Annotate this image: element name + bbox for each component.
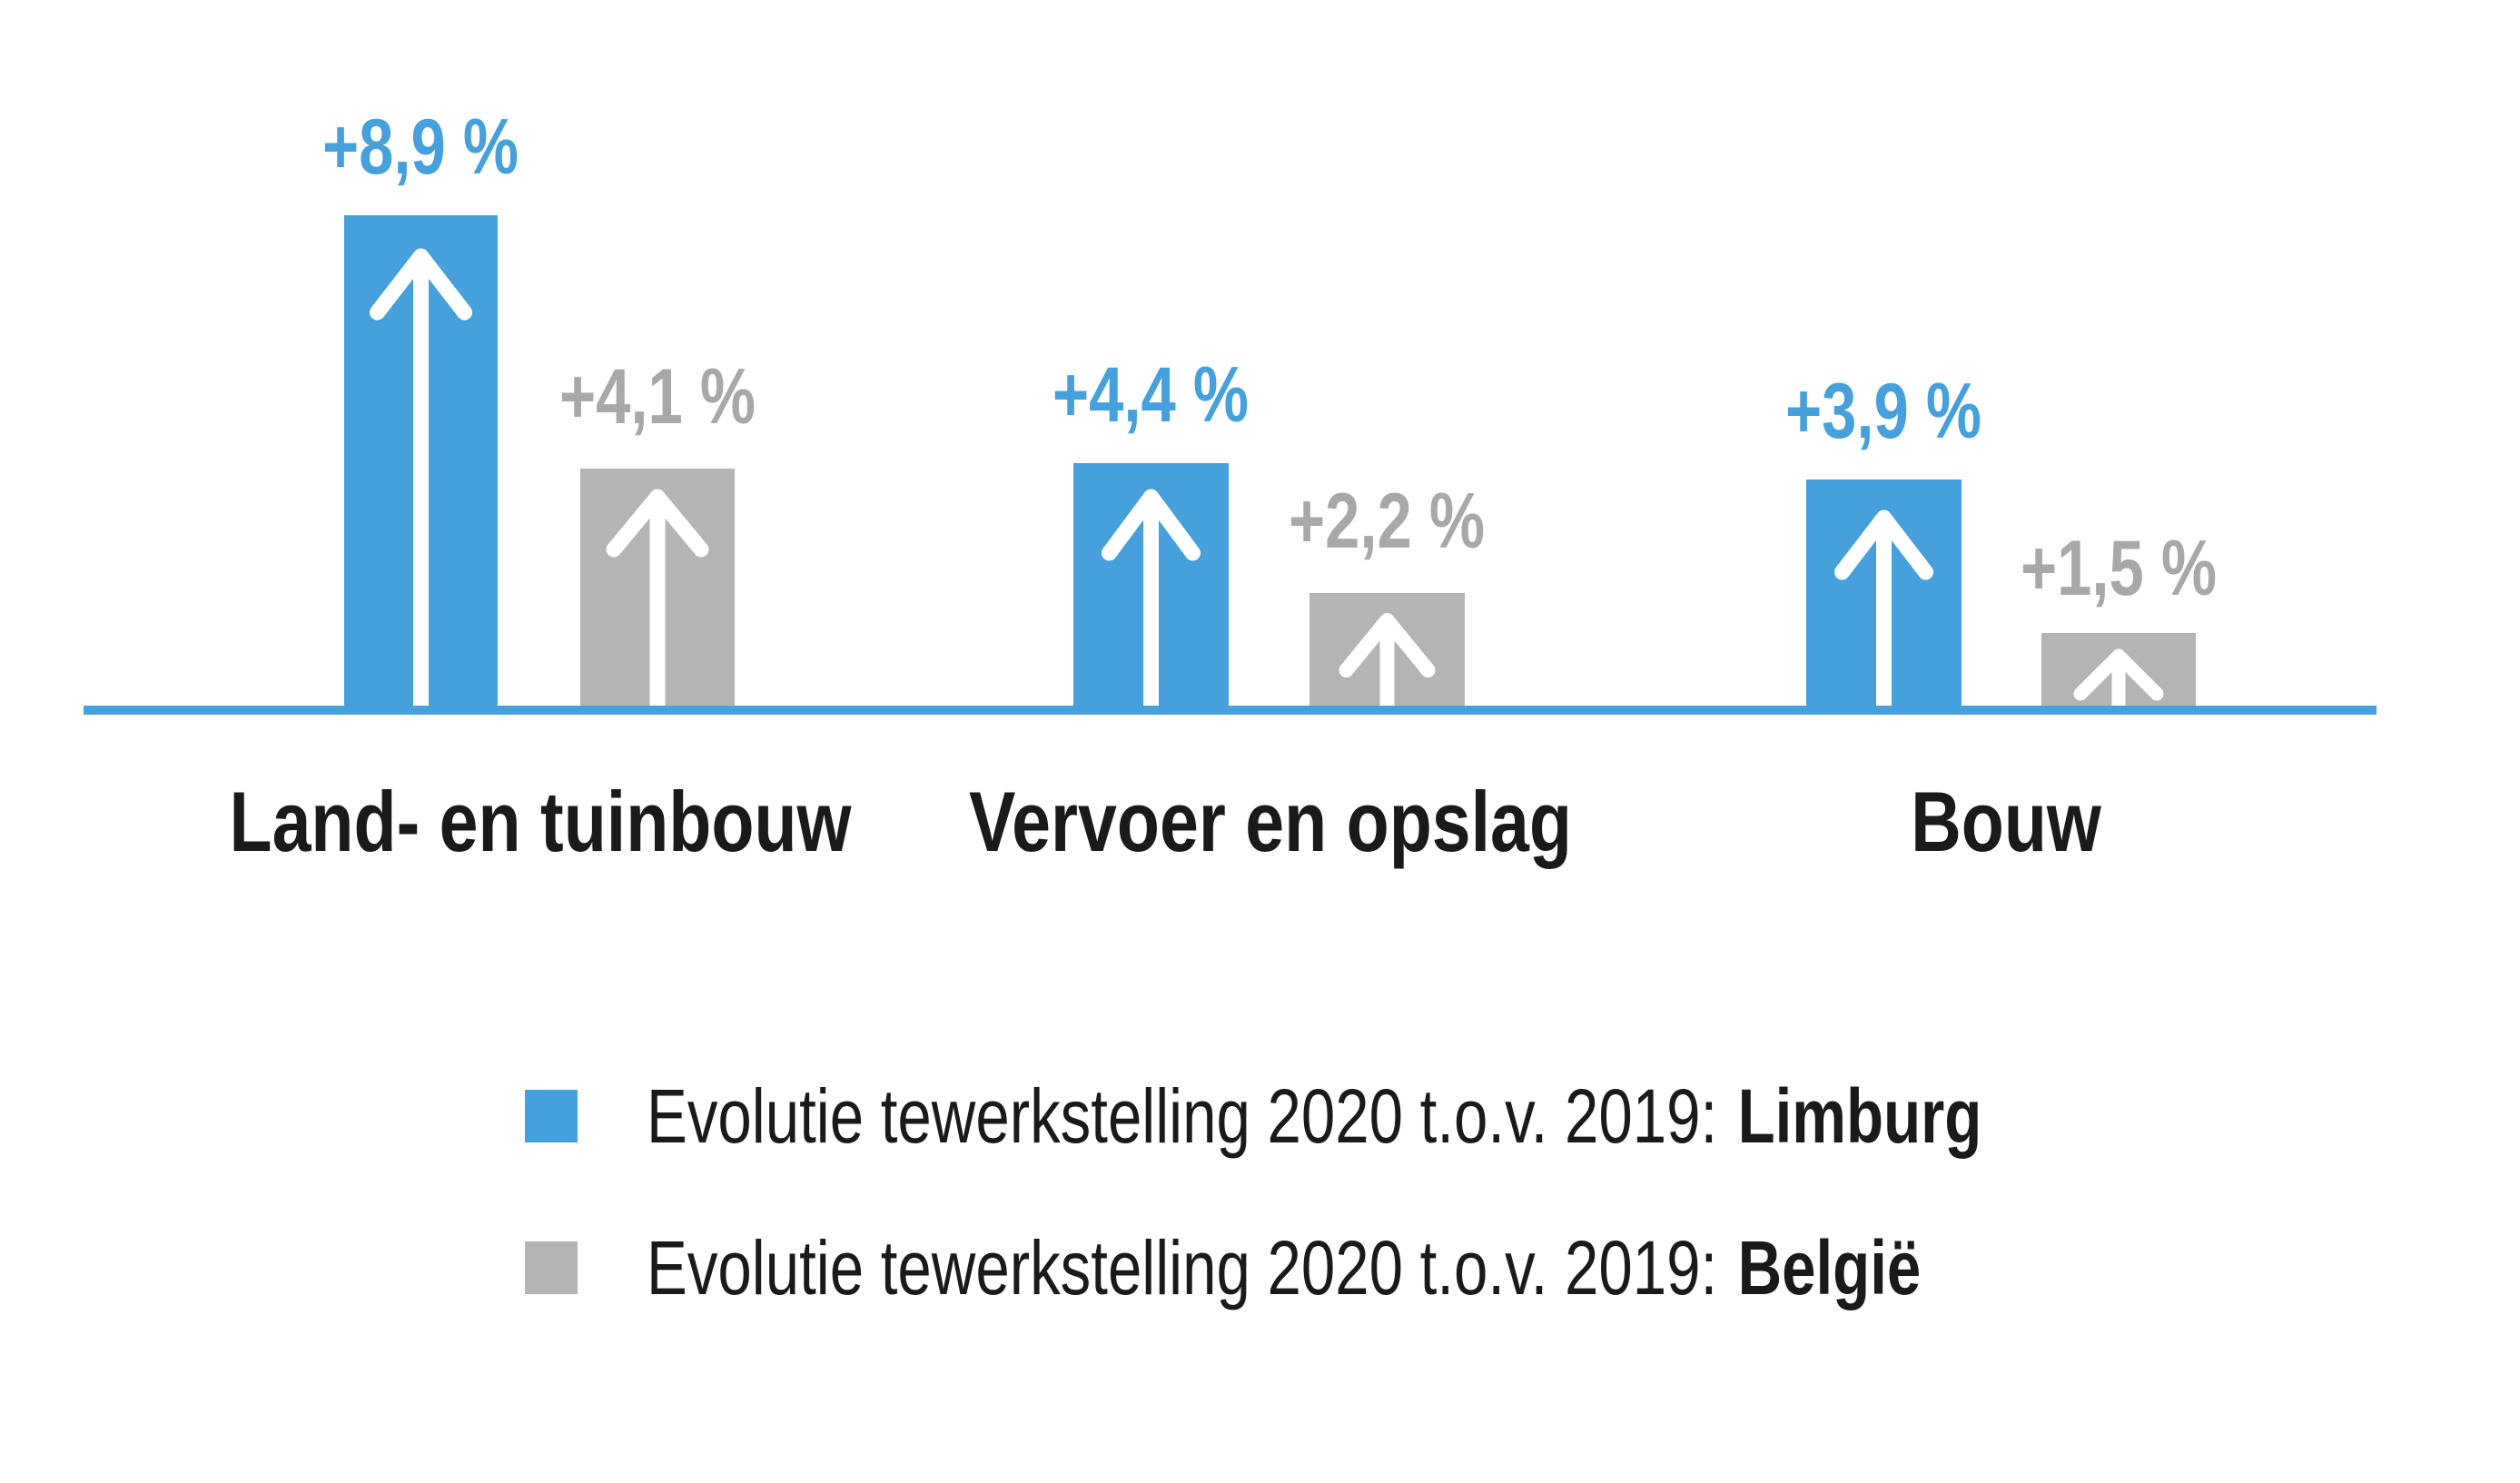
legend-prefix: Evolutie tewerkstelling 2020 t.o.v. 2019… [647, 1073, 1718, 1159]
value-label-belgie-bouw: +1,5 % [2020, 525, 2218, 612]
x-axis-baseline [84, 706, 2377, 715]
legend-region-limburg: Limburg [1737, 1073, 1982, 1159]
value-label-belgie-vervoer-en-opslag: +2,2 % [1288, 478, 1486, 565]
bar-belgie-land-en-tuinbouw [580, 469, 735, 728]
legend-label-limburg: Evolutie tewerkstelling 2020 t.o.v. 2019… [647, 1078, 1981, 1154]
legend-item-limburg: Evolutie tewerkstelling 2020 t.o.v. 2019… [525, 1078, 2316, 1154]
value-label-belgie-land-en-tuinbouw: +4,1 % [558, 353, 756, 440]
value-label-limburg-bouw: +3,9 % [1784, 368, 1982, 455]
bar-belgie-vervoer-en-opslag [1309, 593, 1465, 727]
up-arrow-icon [1102, 489, 1201, 728]
bar-limburg-vervoer-en-opslag [1073, 463, 1229, 728]
legend-swatch-belgie [525, 1241, 578, 1294]
up-arrow-icon [370, 248, 472, 728]
legend-region-belgie: België [1737, 1225, 1922, 1310]
legend-label-belgie: Evolutie tewerkstelling 2020 t.o.v. 2019… [647, 1230, 1921, 1306]
value-label-limburg-land-en-tuinbouw: +8,9 % [321, 104, 519, 191]
up-arrow-icon [606, 489, 709, 728]
up-arrow-icon [1339, 613, 1436, 727]
bar-limburg-land-en-tuinbouw [344, 215, 498, 728]
legend-item-belgie: Evolutie tewerkstelling 2020 t.o.v. 2019… [525, 1230, 2239, 1306]
category-label-bouw: Bouw [1911, 774, 2101, 869]
legend-prefix: Evolutie tewerkstelling 2020 t.o.v. 2019… [647, 1225, 1718, 1310]
up-arrow-icon [2073, 648, 2164, 727]
bar-belgie-bouw [2041, 633, 2196, 727]
legend-swatch-limburg [525, 1090, 578, 1142]
up-arrow-icon [1834, 509, 1933, 728]
category-label-land-en-tuinbouw: Land- en tuinbouw [229, 774, 852, 869]
bar-limburg-bouw [1806, 480, 1962, 728]
category-label-vervoer-en-opslag: Vervoer en opslag [968, 774, 1573, 869]
value-label-limburg-vervoer-en-opslag: +4,4 % [1052, 351, 1250, 439]
